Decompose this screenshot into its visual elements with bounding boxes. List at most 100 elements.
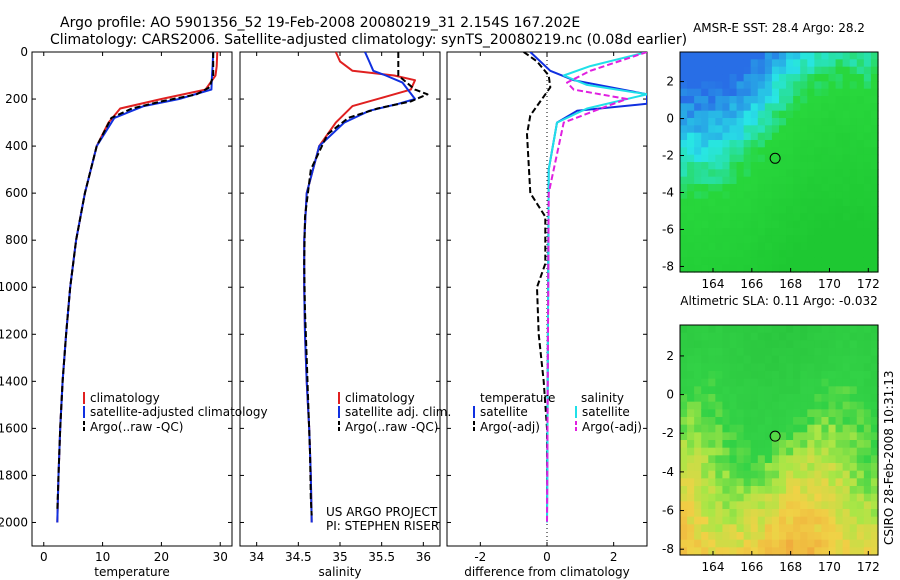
sst-heatmap-cell: [708, 74, 716, 82]
sst-heatmap-cell: [708, 242, 716, 251]
sla-heatmap-cell: [736, 417, 745, 426]
sst-heatmap-cell: [814, 162, 823, 170]
sst-heatmap-cell: [835, 264, 844, 273]
sla-heatmap-cell: [856, 539, 865, 548]
sst-heatmap-cell: [715, 206, 724, 214]
sla-heatmap-cell: [842, 447, 851, 456]
sla-heatmap-cell: [800, 493, 808, 502]
sst-heatmap-cell: [701, 235, 709, 244]
sla-heatmap-cell: [863, 447, 872, 456]
sst-heatmap-cell: [835, 88, 844, 97]
sla-heatmap-cell: [870, 409, 879, 418]
sla-heatmap-cell: [736, 340, 745, 349]
sla-heatmap-cell: [680, 509, 688, 518]
sla-heatmap-cell: [835, 455, 844, 464]
sla-heatmap-cell: [729, 455, 738, 464]
sst-heatmap-cell: [764, 264, 773, 273]
sla-heatmap-cell: [764, 417, 773, 426]
sst-heatmap-cell: [715, 220, 724, 229]
sst-heatmap-cell: [757, 125, 766, 134]
sst-heatmap-cell: [701, 103, 709, 112]
sla-heatmap-cell: [722, 447, 731, 456]
sla-heatmap-cell: [736, 432, 745, 441]
sst-heatmap-cell: [743, 220, 752, 229]
sla-heatmap-cell: [800, 501, 808, 510]
sla-heatmap-cell: [828, 378, 837, 387]
sst-heatmap-cell: [729, 206, 738, 214]
sla-heatmap-cell: [764, 432, 773, 441]
sla-heatmap-cell: [771, 340, 780, 349]
sla-heatmap-cell: [771, 455, 780, 464]
sst-heatmap-cell: [708, 154, 716, 163]
sla-heatmap-cell: [757, 409, 766, 418]
sst-heatmap-cell: [715, 88, 724, 97]
sla-heatmap-cell: [729, 547, 738, 556]
sla-heatmap-cell: [764, 371, 773, 380]
sst-heatmap-cell: [842, 235, 851, 244]
sst-xtick-label: 164: [702, 277, 725, 291]
sla-heatmap-cell: [828, 532, 837, 541]
sst-heatmap-cell: [687, 169, 695, 178]
sla-heatmap-cell: [849, 386, 858, 395]
sla-heatmap-cell: [722, 470, 731, 479]
sla-heatmap-cell: [870, 424, 879, 433]
sla-heatmap-cell: [771, 486, 780, 495]
sst-heatmap-cell: [835, 191, 844, 200]
sst-heatmap-cell: [863, 250, 872, 258]
sst-heatmap-cell: [694, 264, 702, 273]
sst-heatmap-cell: [863, 242, 872, 251]
sla-heatmap-cell: [863, 325, 872, 334]
sst-heatmap-cell: [793, 257, 801, 266]
sla-heatmap-cell: [800, 371, 808, 380]
sla-heatmap-cell: [750, 509, 759, 518]
sst-heatmap-cell: [800, 96, 808, 104]
sla-heatmap-cell: [764, 447, 773, 456]
sst-heatmap-cell: [842, 103, 851, 112]
sla-heatmap-cell: [771, 501, 780, 510]
sla-heatmap-cell: [736, 332, 745, 341]
sst-heatmap-cell: [821, 213, 830, 222]
sst-heatmap-cell: [814, 228, 823, 236]
sla-heatmap-cell: [736, 509, 745, 518]
legend-climatology-label: climatology: [90, 391, 160, 405]
sst-heatmap-cell: [842, 220, 851, 229]
sst-heatmap-cell: [680, 184, 688, 192]
sst-heatmap-cell: [800, 147, 808, 156]
sst-heatmap-cell: [743, 228, 752, 236]
sst-heatmap-cell: [779, 206, 787, 214]
sla-heatmap-cell: [708, 355, 716, 364]
sst-heatmap-cell: [849, 66, 858, 75]
sla-heatmap-cell: [821, 378, 830, 387]
sla-heatmap-cell: [771, 532, 780, 541]
sla-heatmap-cell: [757, 363, 766, 372]
sla-heatmap-cell: [764, 325, 773, 334]
sst-heatmap-cell: [715, 52, 724, 60]
sst-heatmap-cell: [722, 213, 731, 222]
sst-heatmap-cell: [807, 147, 815, 156]
sla-heatmap-cell: [870, 486, 879, 495]
sst-heatmap-cell: [687, 147, 695, 156]
sla-heatmap-cell: [856, 516, 865, 525]
sla-heatmap-cell: [807, 524, 815, 533]
sst-heatmap-cell: [680, 213, 688, 222]
sst-heatmap-cell: [779, 74, 787, 82]
sla-heatmap-cell: [842, 501, 851, 510]
sst-heatmap-cell: [729, 169, 738, 178]
sst-heatmap-cell: [814, 52, 823, 60]
sst-heatmap-cell: [736, 198, 745, 207]
sst-heatmap-cell: [828, 66, 837, 75]
sla-heatmap-cell: [701, 463, 709, 472]
sst-heatmap-cell: [687, 88, 695, 97]
sla-heatmap-cell: [729, 532, 738, 541]
sst-heatmap-cell: [863, 103, 872, 112]
sst-heatmap-cell: [786, 74, 794, 82]
sla-heatmap-cell: [786, 378, 794, 387]
sst-heatmap-cell: [870, 235, 879, 244]
sla-heatmap-cell: [849, 409, 858, 418]
sla-heatmap-cell: [800, 386, 808, 395]
sst-heatmap-cell: [870, 242, 879, 251]
sla-heatmap-cell: [814, 447, 823, 456]
sla-heatmap-cell: [849, 348, 858, 357]
sla-heatmap-cell: [828, 432, 837, 441]
sla-heatmap-cell: [779, 470, 787, 479]
